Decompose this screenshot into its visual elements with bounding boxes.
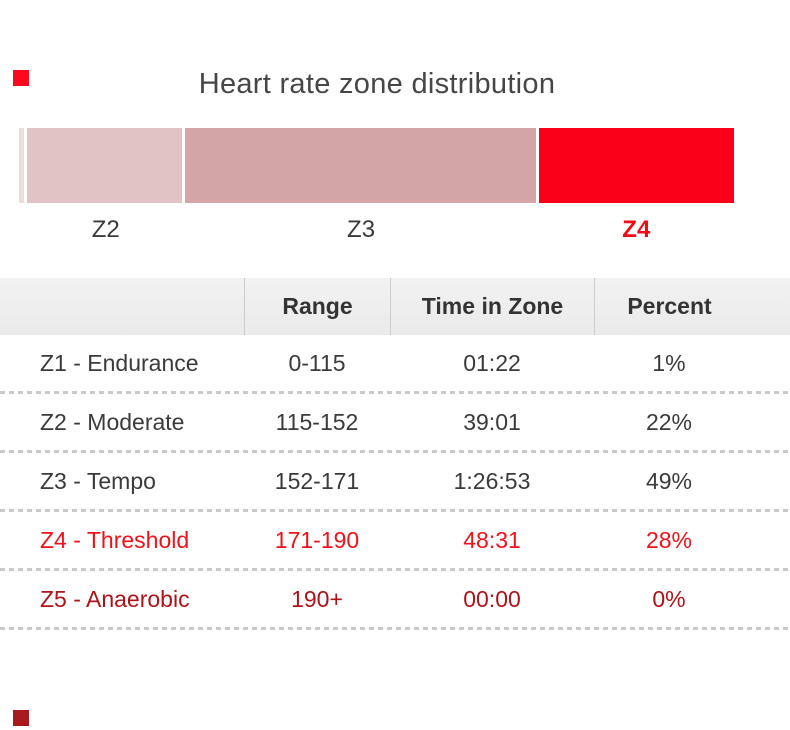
zone-name-cell: Z3 - Tempo xyxy=(40,467,156,494)
z4-color-chip xyxy=(13,70,29,86)
header-cell-range: Range xyxy=(244,278,390,335)
segment-label-z1 xyxy=(19,217,27,243)
table-row: Z2 - Moderate 115-152 39:01 22% xyxy=(0,394,790,450)
table-header-row: Range Time in Zone Percent xyxy=(0,278,790,335)
hr-zone-table: Range Time in Zone Percent Z1 - Enduranc… xyxy=(0,278,790,630)
table-row: Z1 - Endurance 0-115 01:22 1% xyxy=(0,335,790,391)
bar-segment-z2 xyxy=(27,128,185,203)
bar-segment-z4 xyxy=(539,128,734,203)
bar-segment-z3 xyxy=(185,128,539,203)
bar-segment-z1 xyxy=(19,128,27,203)
range-cell: 0-115 xyxy=(288,349,346,376)
range-cell: 171-190 xyxy=(274,526,360,553)
header-cell-filler xyxy=(744,278,790,335)
time-cell: 1:26:53 xyxy=(453,467,531,494)
time-cell: 00:00 xyxy=(463,585,521,612)
bar-segment-labels: Z2 Z3 Z4 xyxy=(19,217,735,243)
header-cell-percent: Percent xyxy=(594,278,744,335)
hr-zone-stacked-bar xyxy=(19,128,735,203)
range-cell: 115-152 xyxy=(275,408,359,435)
percent-cell: 22% xyxy=(645,408,693,435)
percent-cell: 28% xyxy=(645,526,693,553)
time-cell: 01:22 xyxy=(463,349,521,376)
row-divider xyxy=(0,450,790,453)
table-row: Z3 - Tempo 152-171 1:26:53 49% xyxy=(0,453,790,509)
row-divider xyxy=(0,627,790,630)
row-divider xyxy=(0,391,790,394)
chart-title: Heart rate zone distribution xyxy=(198,68,556,100)
zone-name-cell: Z4 - Threshold xyxy=(40,526,190,553)
segment-label-z4: Z4 xyxy=(622,216,651,243)
segment-label-z2: Z2 xyxy=(91,216,120,243)
table-row: Z5 - Anaerobic 190+ 00:00 0% xyxy=(0,571,790,627)
table-row: Z4 - Threshold 171-190 48:31 28% xyxy=(0,512,790,568)
segment-label-z3: Z3 xyxy=(347,216,376,243)
time-cell: 48:31 xyxy=(463,526,521,553)
range-cell: 152-171 xyxy=(274,467,360,494)
percent-cell: 1% xyxy=(652,349,686,376)
zone-name-cell: Z2 - Moderate xyxy=(40,408,185,435)
header-cell-time-in-zone: Time in Zone xyxy=(390,278,594,335)
row-divider xyxy=(0,509,790,512)
z5-color-chip xyxy=(13,710,29,726)
percent-cell: 0% xyxy=(652,585,686,612)
percent-cell: 49% xyxy=(645,467,693,494)
time-cell: 39:01 xyxy=(463,408,521,435)
range-cell: 190+ xyxy=(291,585,343,612)
zone-name-cell: Z1 - Endurance xyxy=(40,349,199,376)
header-cell-empty xyxy=(0,278,244,335)
row-divider xyxy=(0,568,790,571)
zone-name-cell: Z5 - Anaerobic xyxy=(40,585,190,612)
